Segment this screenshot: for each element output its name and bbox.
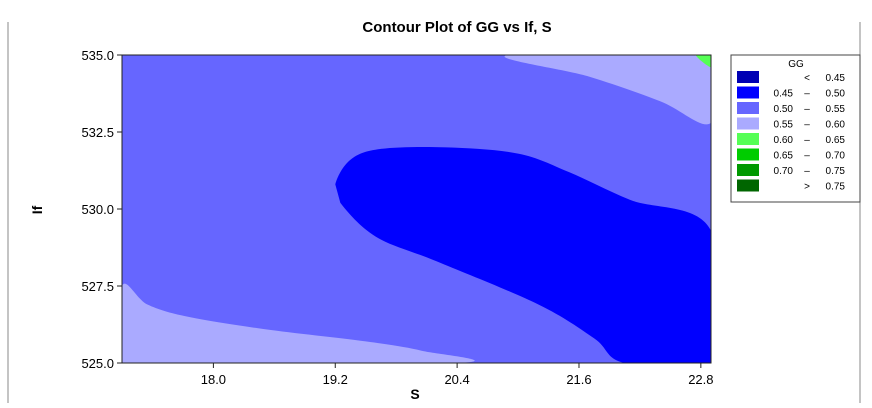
legend-range-operator: – bbox=[804, 104, 810, 115]
legend-range-high: 0.70 bbox=[826, 151, 846, 162]
legend-swatch bbox=[737, 102, 759, 114]
legend-entry: 0.65– 0.70 bbox=[737, 148, 846, 162]
legend-entry: 0.50– 0.55 bbox=[737, 102, 845, 115]
x-tick-label: 20.4 bbox=[444, 372, 469, 387]
y-tick-label: 525.0 bbox=[81, 356, 114, 371]
legend-range-high: 0.75 bbox=[826, 166, 846, 177]
x-tick-label: 19.2 bbox=[323, 372, 348, 387]
legend-range-low: 0.65 bbox=[774, 151, 794, 162]
legend-range-high: 0.45 bbox=[826, 73, 846, 84]
legend-swatch bbox=[737, 71, 759, 83]
legend-range-low: 0.60 bbox=[774, 135, 794, 146]
legend-range-operator: > bbox=[804, 182, 810, 193]
legend-range-high: 0.50 bbox=[826, 89, 846, 100]
contour-region-4 bbox=[335, 146, 711, 363]
y-axis-ticks: 525.0 527.5 530.0 532.5 535.0 bbox=[81, 48, 122, 371]
y-tick-label: 535.0 bbox=[81, 48, 114, 63]
legend-range-operator: – bbox=[804, 89, 810, 100]
contour-region-3 bbox=[695, 55, 711, 68]
legend-range-operator: – bbox=[804, 120, 810, 131]
x-tick-label: 22.8 bbox=[688, 372, 713, 387]
legend-range-low: 0.70 bbox=[774, 166, 794, 177]
legend-swatch bbox=[737, 117, 759, 130]
legend-swatch bbox=[737, 148, 759, 161]
legend-range-high: 0.75 bbox=[826, 182, 846, 193]
legend-entry: <0.45 bbox=[737, 71, 845, 84]
legend-entry: 0.60– 0.65 bbox=[737, 133, 845, 146]
legend-range-low: 0.45 bbox=[774, 89, 794, 100]
x-axis-ticks: 18.0 19.2 20.4 21.6 22.8 bbox=[201, 363, 714, 387]
chart-title: Contour Plot of GG vs If, S bbox=[362, 19, 551, 36]
y-tick-label: 532.5 bbox=[81, 125, 114, 140]
legend-range-low: 0.55 bbox=[774, 120, 794, 131]
contour-regions bbox=[122, 55, 711, 363]
y-tick-label: 530.0 bbox=[81, 202, 114, 217]
legend-entry: 0.45– 0.50 bbox=[737, 86, 846, 100]
legend-title: GG bbox=[788, 59, 804, 70]
y-tick-label: 527.5 bbox=[81, 279, 114, 294]
legend-range-operator: – bbox=[804, 135, 810, 146]
x-axis-label: S bbox=[410, 386, 419, 402]
legend-range-low: 0.50 bbox=[774, 104, 794, 115]
legend-range-high: 0.55 bbox=[826, 104, 846, 115]
legend-swatch bbox=[737, 164, 759, 176]
legend-swatch bbox=[737, 133, 759, 145]
contour-region-1 bbox=[504, 55, 711, 125]
legend-range-operator: – bbox=[804, 166, 810, 177]
legend-range-high: 0.60 bbox=[826, 120, 846, 131]
legend-entry: >0.75 bbox=[737, 179, 846, 193]
contour-region-2 bbox=[122, 283, 475, 363]
x-tick-label: 18.0 bbox=[201, 372, 226, 387]
legend-range-high: 0.65 bbox=[826, 135, 846, 146]
legend-range-operator: < bbox=[804, 73, 810, 84]
legend: GG <0.450.45–0.500.50–0.550.55–0.600.60–… bbox=[730, 54, 861, 203]
legend-range-operator: – bbox=[804, 151, 810, 162]
y-axis-label: If bbox=[29, 205, 45, 214]
legend-entry: 0.55– 0.60 bbox=[737, 117, 846, 131]
x-tick-label: 21.6 bbox=[566, 372, 591, 387]
legend-entry: 0.70– 0.75 bbox=[737, 164, 845, 177]
legend-swatch bbox=[737, 179, 759, 192]
legend-entries: <0.450.45–0.500.50–0.550.55–0.600.60–0.6… bbox=[737, 71, 845, 193]
legend-swatch bbox=[737, 86, 759, 99]
